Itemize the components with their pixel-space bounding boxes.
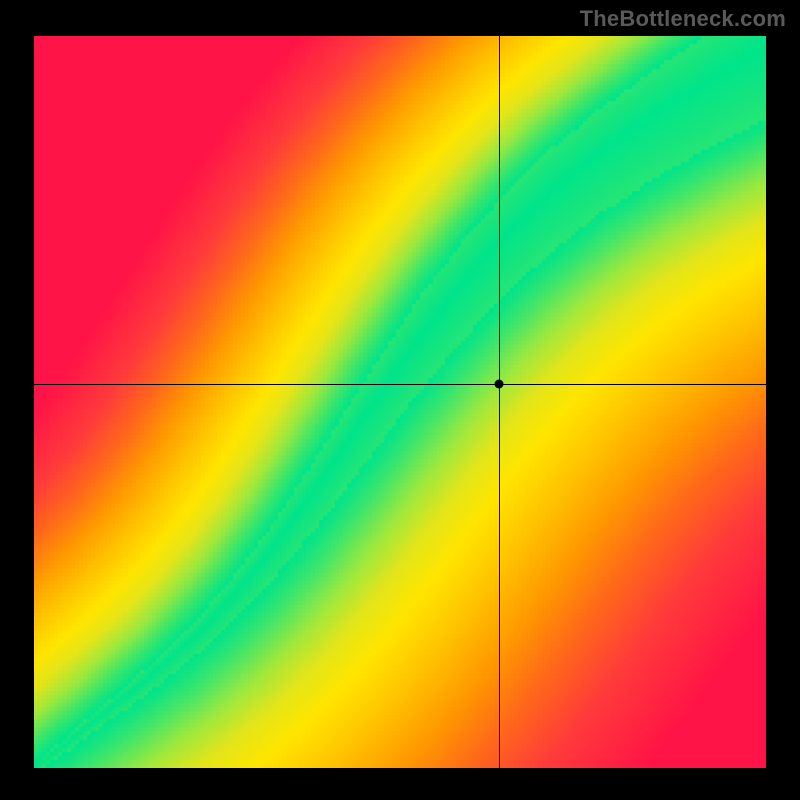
watermark-text: TheBottleneck.com — [580, 6, 786, 32]
heatmap-canvas — [34, 36, 766, 768]
root: TheBottleneck.com — [0, 0, 800, 800]
crosshair-marker — [494, 379, 503, 388]
crosshair-vertical — [499, 36, 500, 768]
plot-area — [34, 36, 766, 768]
crosshair-horizontal — [34, 384, 766, 385]
